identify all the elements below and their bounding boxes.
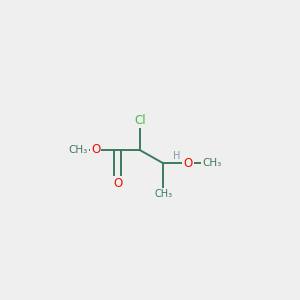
Text: H: H: [173, 152, 180, 161]
Text: O: O: [91, 143, 100, 157]
Text: O: O: [184, 157, 193, 170]
Text: CH₃: CH₃: [202, 158, 221, 168]
Text: CH₃: CH₃: [154, 189, 172, 199]
Text: Cl: Cl: [134, 114, 146, 127]
Text: O: O: [113, 177, 122, 190]
Text: CH₃: CH₃: [68, 145, 88, 155]
